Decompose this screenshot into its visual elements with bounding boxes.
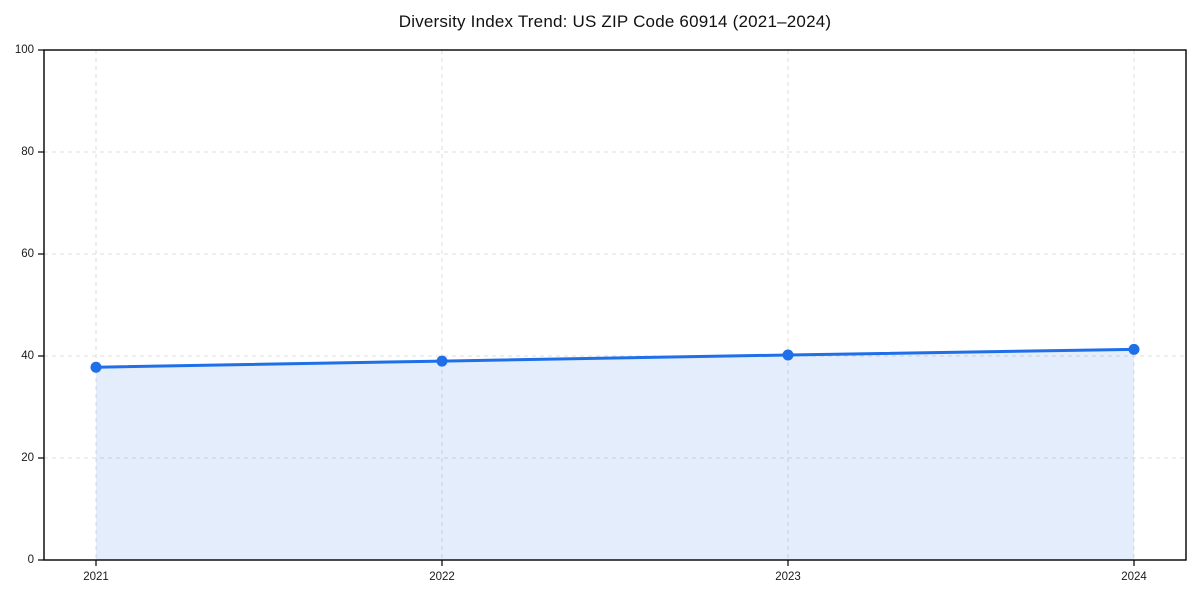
data-point (1128, 343, 1140, 355)
plot-border (43, 49, 1187, 561)
y-tick-label: 20 (21, 452, 34, 464)
area-fill (96, 349, 1134, 560)
y-tick-label: 80 (21, 146, 34, 158)
x-tick-label: 2023 (775, 571, 801, 583)
data-point (436, 355, 448, 367)
trend-line (94, 347, 1136, 369)
x-tick-label: 2021 (83, 571, 109, 583)
x-tick-label: 2024 (1121, 571, 1147, 583)
y-tick-label: 40 (21, 350, 34, 362)
y-tick-label: 60 (21, 248, 34, 260)
y-tick-label: 100 (15, 44, 34, 56)
x-tick-label: 2022 (429, 571, 455, 583)
data-point (90, 361, 102, 373)
data-point (782, 349, 794, 361)
y-tick-label: 0 (28, 554, 34, 566)
chart-title: Diversity Index Trend: US ZIP Code 60914… (398, 12, 832, 31)
